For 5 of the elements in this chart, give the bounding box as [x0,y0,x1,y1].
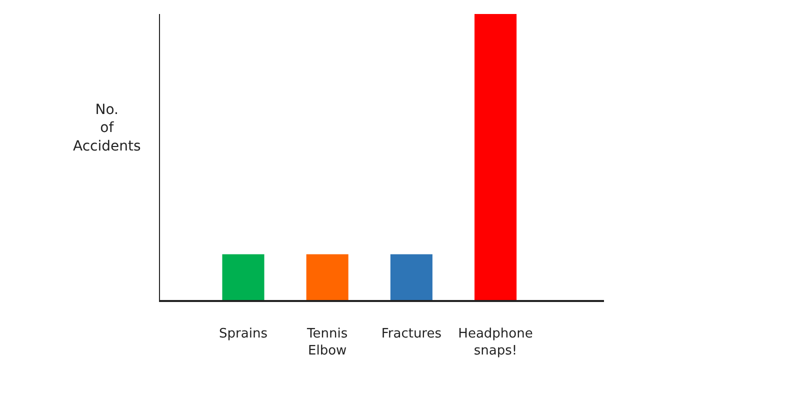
y-axis-title: No. of Accidents [73,102,141,154]
x-tick-label: Fractures [381,326,442,342]
x-tick-label: Tennis Elbow [306,326,348,358]
x-tick-label: Sprains [219,326,268,342]
x-tick-label: Headphone snaps! [458,326,533,358]
